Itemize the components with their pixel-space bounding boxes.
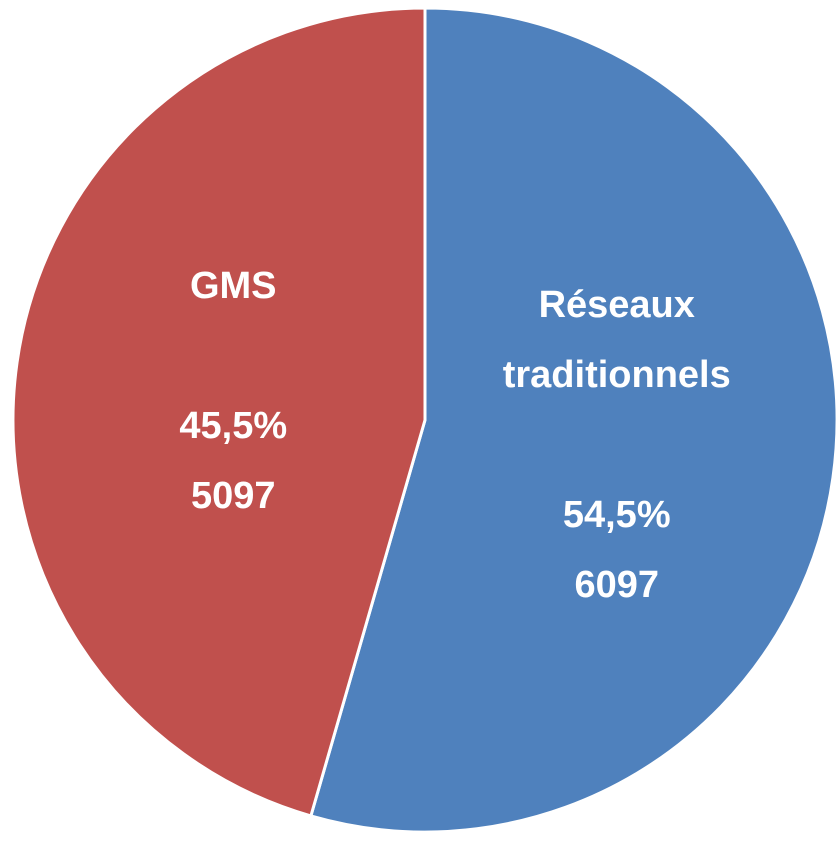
category-label-line: GMS: [190, 265, 277, 307]
value-label: 5097: [191, 475, 276, 517]
value-label: 6097: [574, 564, 659, 606]
percent-label: 54,5%: [563, 494, 671, 536]
pie-slice: [309, 6, 837, 834]
category-label: GMS: [190, 265, 277, 307]
category-label-line: Réseaux: [539, 284, 695, 326]
category-label: Réseaux traditionnels: [503, 284, 731, 396]
pie-slice: [11, 6, 427, 818]
percent-label: 45,5%: [179, 405, 287, 447]
category-label-line: traditionnels: [503, 354, 731, 396]
